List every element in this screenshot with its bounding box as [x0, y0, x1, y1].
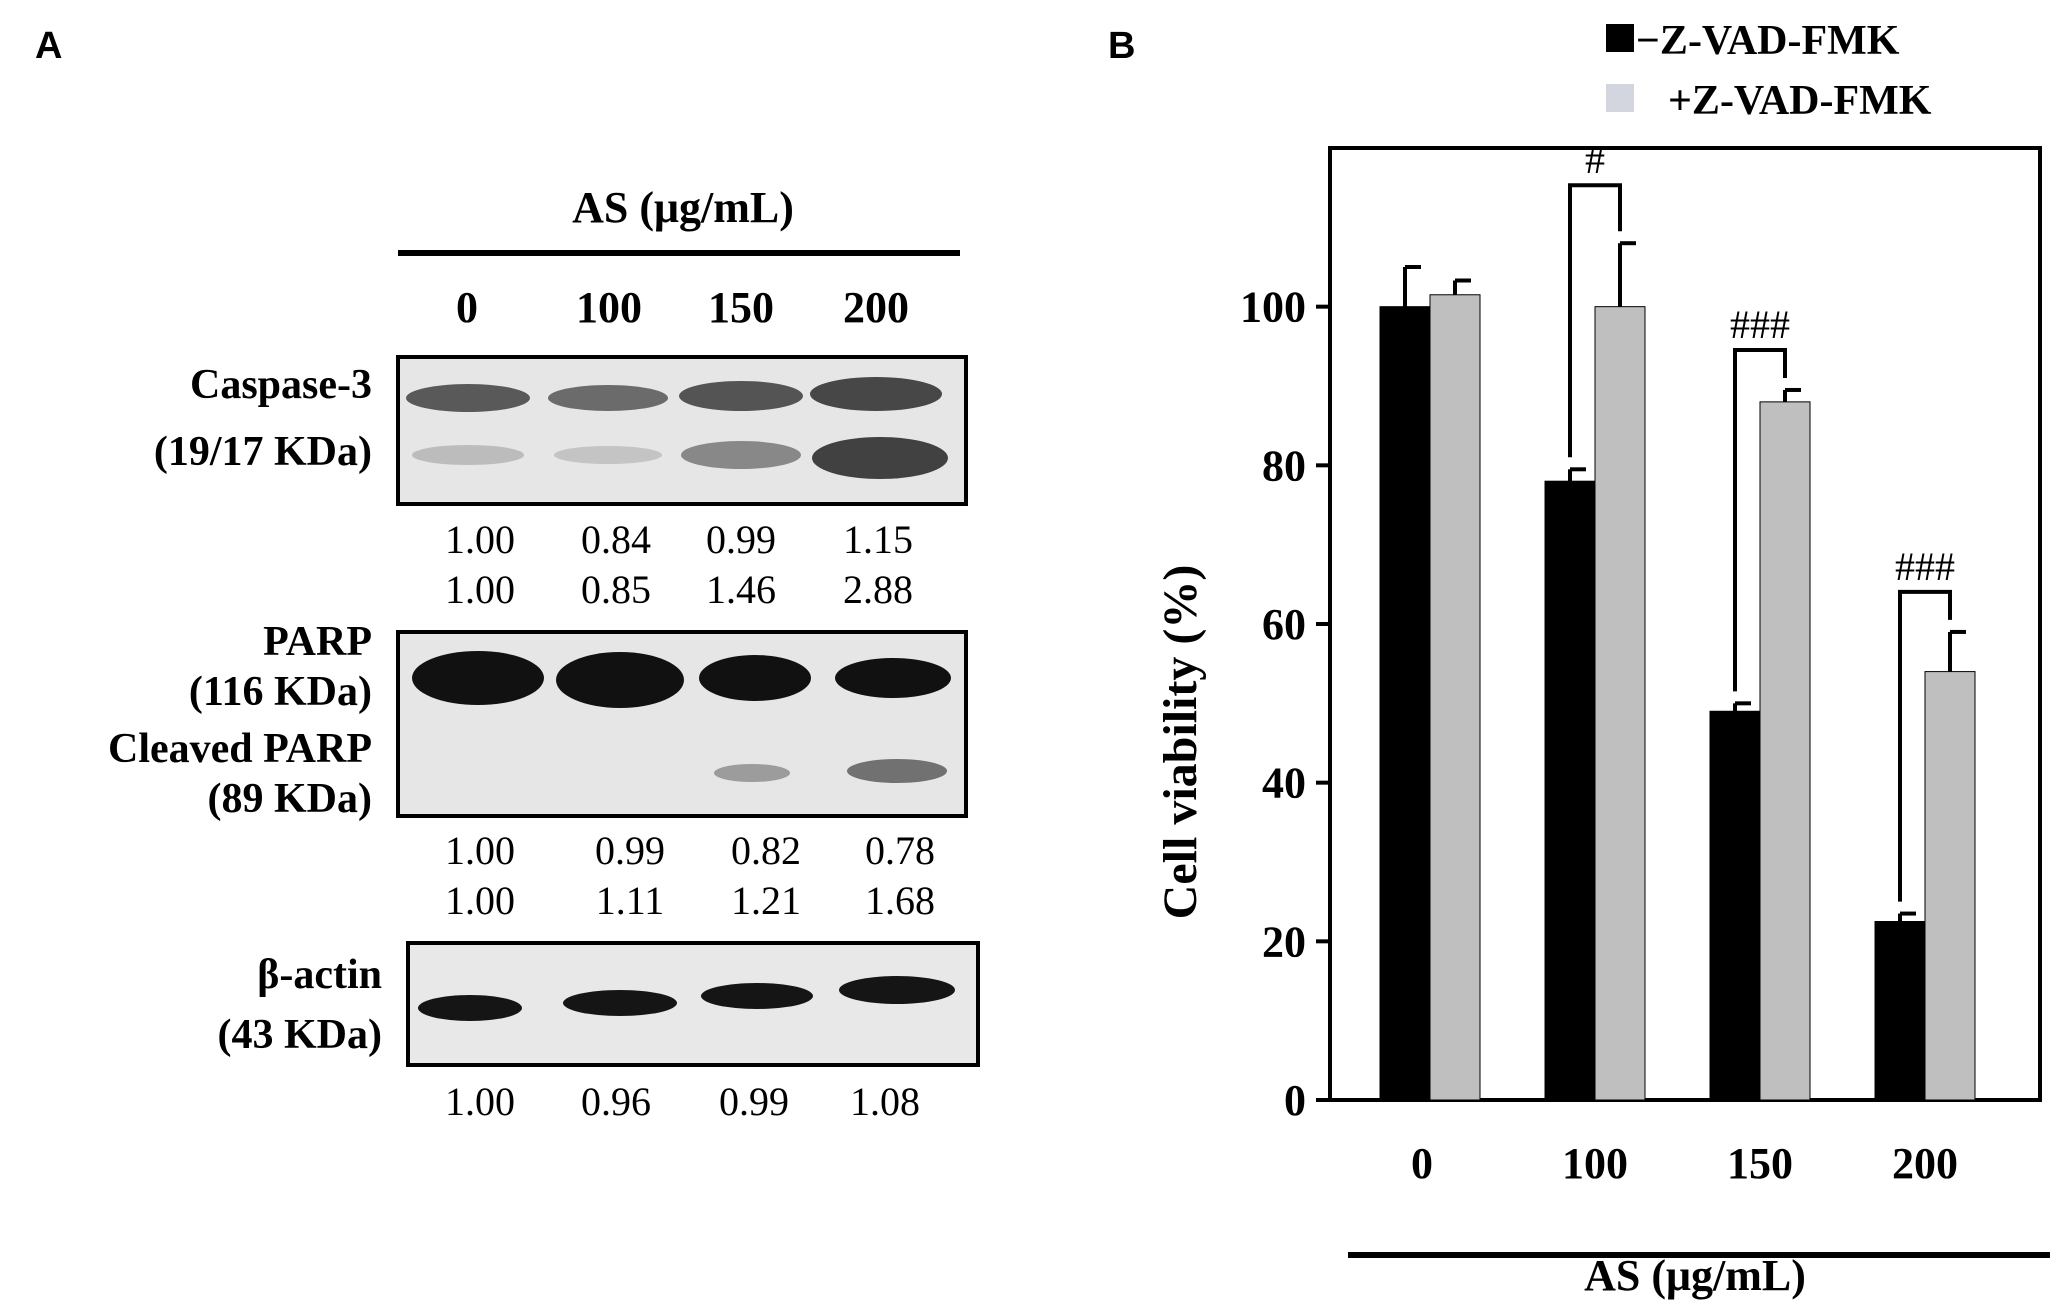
lane-label: 100: [576, 283, 642, 332]
quant-value: 1.46: [706, 567, 776, 612]
blot-parp: PARP (116 KDa) Cleaved PARP (89 KDa): [108, 619, 968, 822]
blot-actin: β-actin (43 KDa): [218, 941, 980, 1067]
y-tick-label: 0: [1284, 1076, 1306, 1125]
band: [810, 377, 942, 411]
x-tick-label: 200: [1892, 1139, 1958, 1188]
quant-parp: 1.00 0.99 0.82 0.78 1.00 1.11 1.21 1.68: [445, 828, 935, 923]
bar-plus-zvad: [1594, 306, 1646, 1101]
quant-value: 1.21: [731, 878, 801, 923]
y-tick-label: 80: [1262, 441, 1306, 490]
quant-value: 1.00: [445, 1079, 515, 1124]
panel-b-label: B: [1108, 25, 1135, 67]
y-tick-label: 40: [1262, 759, 1306, 808]
y-tick-label: 100: [1240, 283, 1306, 332]
x-axis-label: AS (μg/mL): [1584, 1251, 1806, 1300]
band: [699, 655, 811, 701]
band: [563, 990, 677, 1016]
significance-bracket: [1898, 589, 1952, 902]
quant-value: 0.99: [595, 828, 665, 873]
band: [554, 446, 662, 464]
legend-label-minus: −Z-VAD-FMK: [1636, 18, 1900, 64]
x-tick-label: 100: [1562, 1139, 1628, 1188]
significance-bracket: [1568, 183, 1622, 458]
band: [812, 437, 948, 479]
quant-value: 0.99: [706, 517, 776, 562]
band: [556, 652, 684, 708]
band: [681, 441, 801, 469]
band: [412, 651, 544, 705]
band: [714, 764, 790, 782]
quant-value: 1.00: [445, 828, 515, 873]
band: [406, 384, 530, 412]
lane-label: 200: [843, 283, 909, 332]
bar-plus-zvad: [1759, 401, 1811, 1101]
significance-mark: ###: [1895, 544, 1955, 589]
bar-plus-zvad: [1429, 294, 1481, 1101]
significance-bracket: [1733, 347, 1787, 692]
quant-value: 0.99: [719, 1079, 789, 1124]
x-tick-label: 0: [1411, 1139, 1433, 1188]
lane-labels: 0 100 150 200: [456, 283, 909, 332]
blot-label: (89 KDa): [208, 776, 372, 822]
quant-caspase3: 1.00 0.84 0.99 1.15 1.00 0.85 1.46 2.88: [445, 517, 913, 612]
blot-label: Caspase-3: [190, 362, 372, 408]
band: [548, 385, 668, 411]
blot-label: (19/17 KDa): [154, 429, 372, 475]
blot-bands: [418, 976, 955, 1021]
y-axis-label: Cell viability (%): [1154, 565, 1207, 920]
band: [835, 658, 951, 698]
quant-value: 2.88: [843, 567, 913, 612]
band: [701, 983, 813, 1009]
legend-label-plus: +Z-VAD-FMK: [1668, 78, 1932, 124]
lane-label: 0: [456, 283, 478, 332]
bar-minus-zvad: [1544, 480, 1596, 1101]
panel-a-header: AS (μg/mL): [572, 183, 794, 232]
bar-minus-zvad: [1874, 921, 1926, 1101]
quant-value: 1.00: [445, 878, 515, 923]
blot-caspase3: Caspase-3 (19/17 KDa): [154, 355, 968, 506]
bar-plus-zvad: [1924, 671, 1976, 1101]
quant-value: 1.00: [445, 517, 515, 562]
significance-mark: ###: [1730, 302, 1790, 347]
quant-value: 1.68: [865, 878, 935, 923]
legend-swatch-minus: [1606, 24, 1634, 52]
quant-value: 0.84: [581, 517, 651, 562]
blot-label: Cleaved PARP: [108, 726, 372, 772]
quant-value: 0.82: [731, 828, 801, 873]
blot-bands: [406, 377, 948, 479]
quant-value: 1.08: [850, 1079, 920, 1124]
x-tick-label: 150: [1727, 1139, 1793, 1188]
significance-mark: #: [1585, 137, 1605, 182]
quant-value: 0.85: [581, 567, 651, 612]
blot-bands: [412, 651, 951, 783]
panel-a: A AS (μg/mL) 0 100 150 200 Caspase-3 (19…: [35, 25, 980, 1124]
quant-value: 0.96: [581, 1079, 651, 1124]
legend-swatch-plus: [1606, 84, 1634, 112]
y-tick-label: 20: [1262, 917, 1306, 966]
lane-label: 150: [708, 283, 774, 332]
quant-value: 0.78: [865, 828, 935, 873]
band: [418, 995, 522, 1021]
band: [847, 759, 947, 783]
quant-value: 1.00: [445, 567, 515, 612]
band: [839, 976, 955, 1004]
quant-value: 1.11: [596, 878, 665, 923]
blot-label: PARP: [263, 619, 372, 665]
bar-minus-zvad: [1379, 306, 1431, 1101]
blot-label: β-actin: [257, 952, 382, 998]
panel-a-label: A: [35, 25, 62, 67]
bar-minus-zvad: [1709, 710, 1761, 1101]
panel-b: B −Z-VAD-FMK +Z-VAD-FMK Cell viability (…: [1108, 18, 2050, 1300]
quant-value: 1.15: [843, 517, 913, 562]
blot-label: (116 KDa): [189, 669, 372, 715]
quant-actin: 1.00 0.96 0.99 1.08: [445, 1079, 920, 1124]
band: [412, 445, 524, 465]
blot-label: (43 KDa): [218, 1012, 382, 1058]
legend: −Z-VAD-FMK +Z-VAD-FMK: [1606, 18, 1932, 124]
y-tick-label: 60: [1262, 600, 1306, 649]
band: [679, 381, 803, 411]
